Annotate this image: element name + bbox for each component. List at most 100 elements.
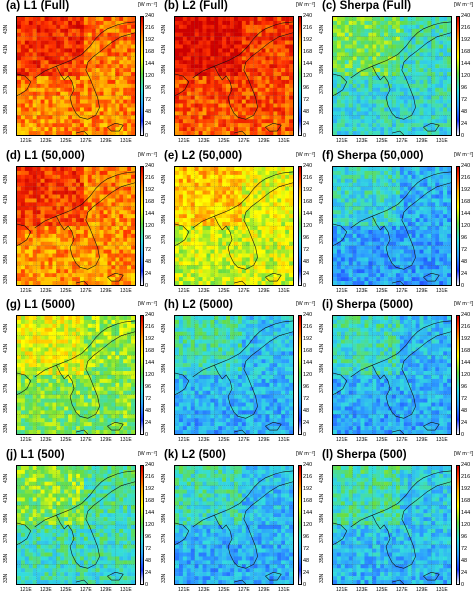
colorbar-tick: 168 bbox=[461, 49, 471, 55]
colorbar-tick: 96 bbox=[303, 384, 310, 390]
lon-label: 123E bbox=[198, 437, 210, 443]
lat-label: 41N bbox=[3, 194, 9, 204]
lon-label: 123E bbox=[356, 586, 368, 593]
colorbar-tick: 72 bbox=[303, 396, 310, 402]
colorbar-tick: 240 bbox=[461, 13, 471, 19]
coastline bbox=[333, 470, 451, 584]
lon-label: 121E bbox=[336, 287, 348, 294]
lon-label: 121E bbox=[20, 586, 32, 593]
colorbar-tick: 144 bbox=[145, 360, 155, 366]
panel-title: (h) L2 (5000) bbox=[164, 299, 234, 311]
colorbar-tick: 0 bbox=[303, 282, 307, 289]
map-panel: (j) L1 (500) [W m⁻²] 240 216 192 168 144 120 96 7… bbox=[2, 449, 160, 598]
colorbar-tick: 168 bbox=[461, 497, 471, 504]
lon-label: 129E bbox=[258, 437, 270, 443]
heatmap bbox=[174, 165, 294, 286]
lat-label: 37N bbox=[3, 84, 9, 94]
lat-label: 37N bbox=[3, 234, 9, 244]
colorbar-tick: 168 bbox=[145, 348, 155, 354]
coastline bbox=[333, 21, 451, 135]
lat-label: 41N bbox=[319, 44, 325, 54]
colorbar-tick: 168 bbox=[145, 49, 155, 55]
colorbar-tick: 96 bbox=[461, 384, 468, 390]
coastline bbox=[175, 470, 293, 584]
lon-label: 123E bbox=[198, 138, 210, 144]
colorbar-tick: 168 bbox=[461, 198, 471, 205]
colorbar-unit: [W m⁻²] bbox=[138, 450, 158, 457]
colorbar bbox=[298, 16, 302, 136]
lat-label: 43N bbox=[319, 323, 325, 333]
lat-label: 39N bbox=[319, 64, 325, 74]
lat-label: 39N bbox=[3, 363, 9, 373]
lon-label: 125E bbox=[376, 586, 388, 593]
lon-label: 129E bbox=[100, 138, 112, 144]
colorbar-tick: 240 bbox=[461, 461, 471, 468]
lon-label: 121E bbox=[20, 287, 32, 294]
lat-label: 39N bbox=[161, 214, 167, 224]
panel-title: (g) L1 (5000) bbox=[6, 299, 76, 311]
lon-label: 125E bbox=[376, 287, 388, 294]
lon-label: 121E bbox=[20, 437, 32, 443]
colorbar-tick: 192 bbox=[303, 485, 313, 492]
colorbar-tick: 144 bbox=[461, 61, 471, 67]
lon-label: 125E bbox=[60, 437, 72, 443]
coastline bbox=[17, 470, 135, 584]
lon-label: 123E bbox=[40, 586, 52, 593]
colorbar-unit: [W m⁻²] bbox=[138, 301, 158, 307]
lat-label: 37N bbox=[319, 533, 325, 543]
colorbar-tick: 96 bbox=[145, 85, 152, 91]
colorbar-tick: 0 bbox=[461, 432, 465, 438]
lat-label: 35N bbox=[161, 553, 167, 563]
lat-label: 37N bbox=[161, 533, 167, 543]
colorbar-tick: 72 bbox=[145, 246, 152, 253]
lat-label: 37N bbox=[319, 234, 325, 244]
colorbar-tick: 144 bbox=[461, 360, 471, 366]
lon-label: 131E bbox=[120, 586, 132, 593]
lat-label: 39N bbox=[3, 64, 9, 74]
lon-label: 123E bbox=[356, 138, 368, 144]
lat-label: 41N bbox=[3, 44, 9, 54]
heatmap bbox=[332, 16, 452, 136]
lat-label: 43N bbox=[319, 24, 325, 34]
colorbar-tick: 216 bbox=[145, 25, 155, 31]
panel-title: (j) L1 (500) bbox=[6, 448, 65, 461]
lat-label: 33N bbox=[161, 573, 167, 583]
colorbar bbox=[140, 165, 144, 286]
colorbar-tick: 72 bbox=[303, 97, 310, 103]
lat-label: 37N bbox=[3, 383, 9, 393]
lon-label: 129E bbox=[258, 138, 270, 144]
colorbar-tick: 72 bbox=[145, 545, 152, 552]
lat-label: 33N bbox=[3, 573, 9, 583]
lat-label: 43N bbox=[319, 174, 325, 184]
colorbar-tick: 216 bbox=[303, 174, 313, 181]
colorbar-tick: 120 bbox=[461, 521, 471, 528]
panel-title: (f) Sherpa (50,000) bbox=[322, 149, 424, 162]
colorbar-tick: 144 bbox=[303, 360, 313, 366]
colorbar-tick: 216 bbox=[303, 473, 313, 480]
colorbar-tick: 24 bbox=[303, 121, 310, 127]
colorbar-unit: [W m⁻²] bbox=[296, 151, 316, 158]
map-panel: (g) L1 (5000) [W m⁻²] 240 216 192 168 144 120 96… bbox=[2, 299, 160, 448]
lon-label: 129E bbox=[100, 437, 112, 443]
panel-title: (a) L1 (Full) bbox=[6, 0, 70, 12]
lon-label: 123E bbox=[40, 437, 52, 443]
heatmap bbox=[174, 315, 294, 435]
colorbar-tick: 72 bbox=[461, 97, 468, 103]
lat-label: 39N bbox=[161, 363, 167, 373]
colorbar-tick: 216 bbox=[303, 324, 313, 330]
lon-label: 123E bbox=[40, 138, 52, 144]
colorbar-tick: 48 bbox=[461, 557, 468, 564]
lon-label: 131E bbox=[436, 586, 448, 593]
colorbar-tick: 0 bbox=[145, 581, 149, 588]
colorbar-tick: 240 bbox=[303, 162, 313, 169]
lon-label: 127E bbox=[238, 586, 250, 593]
colorbar-tick: 216 bbox=[461, 473, 471, 480]
lat-label: 33N bbox=[3, 423, 9, 433]
colorbar-tick: 168 bbox=[145, 198, 155, 205]
lat-label: 41N bbox=[161, 44, 167, 54]
lat-label: 35N bbox=[161, 403, 167, 413]
colorbar-tick: 120 bbox=[461, 73, 471, 79]
colorbar bbox=[456, 464, 460, 585]
lon-label: 127E bbox=[238, 138, 250, 144]
colorbar-tick: 96 bbox=[461, 234, 468, 241]
